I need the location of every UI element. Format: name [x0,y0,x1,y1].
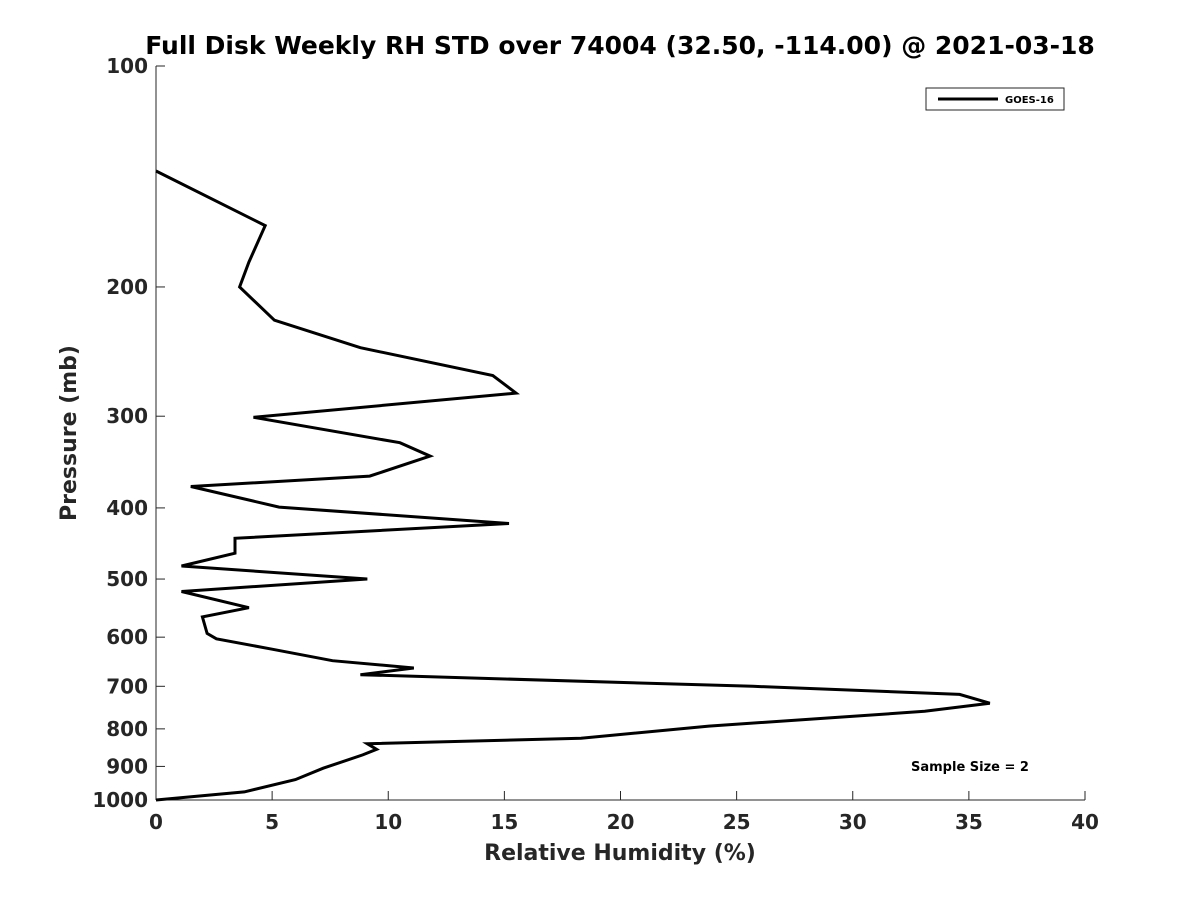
y-tick-label: 100 [106,54,148,78]
y-tick-label: 900 [106,754,148,778]
x-tick-label: 30 [839,810,867,834]
series-line-goes-16 [155,169,991,802]
x-tick-label: 5 [265,810,279,834]
series-group [155,169,991,802]
legend: GOES-16 [925,87,1065,111]
sample-size-annotation: Sample Size = 2 [911,760,1029,775]
y-tick-label: 800 [106,717,148,741]
y-tick-label: 1000 [92,788,148,812]
y-tick-label: 700 [106,674,148,698]
x-axis-label: Relative Humidity (%) [484,841,756,866]
x-tick-label: 40 [1071,810,1099,834]
x-tick-label: 20 [607,810,635,834]
y-tick-label: 300 [106,404,148,428]
x-tick-label: 10 [374,810,402,834]
y-tick-label: 500 [106,567,148,591]
x-tick-label: 25 [723,810,751,834]
y-axis-ticks: 100 200 300 400 500 600 700 800 900 1000 [92,54,165,812]
y-tick-label: 600 [106,625,148,649]
x-tick-label: 15 [490,810,518,834]
y-tick-label: 400 [106,496,148,520]
legend-label-goes-16: GOES-16 [1005,95,1054,106]
y-axis-label: Pressure (mb) [57,345,82,521]
chart-title: Full Disk Weekly RH STD over 74004 (32.5… [145,31,1095,60]
axes [155,66,1085,801]
x-tick-label: 0 [149,810,163,834]
y-tick-label: 200 [106,275,148,299]
x-tick-label: 35 [955,810,983,834]
x-axis-ticks: 0 5 10 15 20 25 30 35 40 [149,791,1099,834]
